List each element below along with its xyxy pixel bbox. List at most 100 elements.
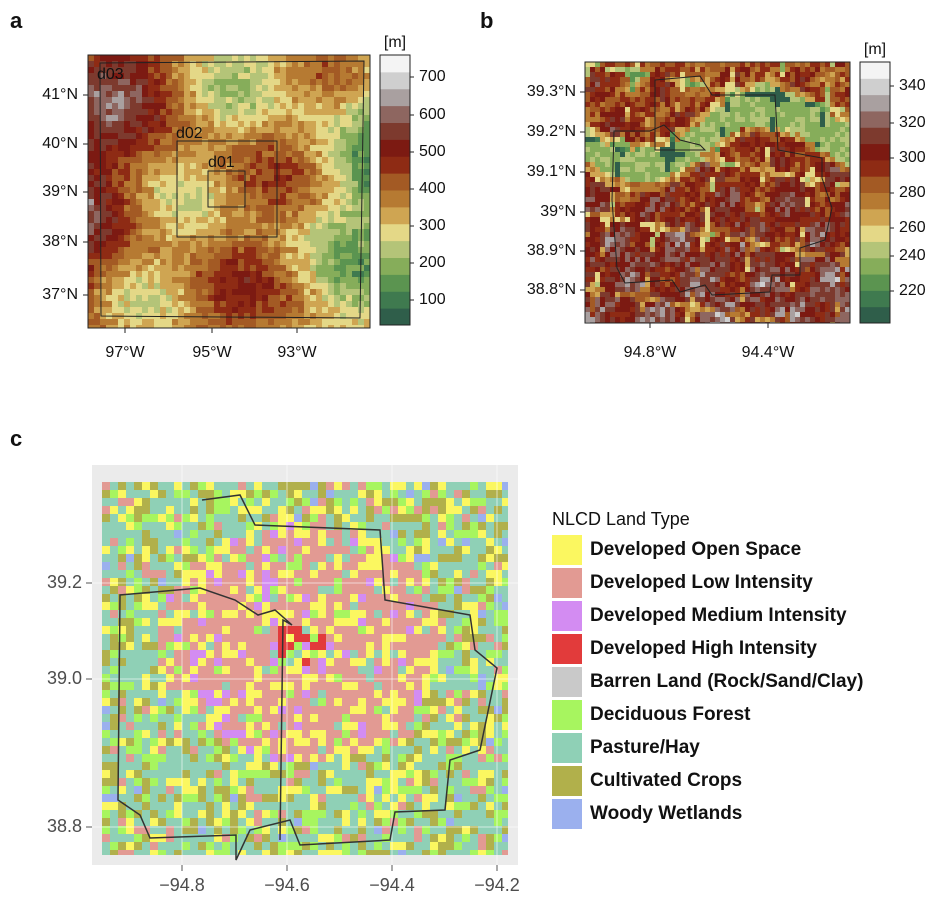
terrain-cell (745, 152, 750, 157)
terrain-cell (685, 127, 690, 132)
terrain-cell (585, 272, 590, 277)
terrain-cell (815, 122, 820, 127)
terrain-cell (112, 277, 118, 283)
terrain-cell (795, 207, 800, 212)
terrain-cell (680, 62, 685, 67)
terrain-cell (136, 247, 142, 253)
terrain-cell (745, 127, 750, 132)
terrain-cell (250, 241, 256, 247)
terrain-cell (780, 247, 785, 252)
terrain-cell (750, 212, 755, 217)
colorbar-step (380, 224, 410, 241)
terrain-cell (630, 212, 635, 217)
terrain-cell (710, 77, 715, 82)
terrain-cell (346, 133, 352, 139)
terrain-cell (660, 102, 665, 107)
terrain-cell (725, 307, 730, 312)
terrain-cell (670, 77, 675, 82)
terrain-cell (274, 133, 280, 139)
terrain-cell (765, 202, 770, 207)
terrain-cell (202, 301, 208, 307)
terrain-cell (184, 223, 190, 229)
terrain-cell (340, 175, 346, 181)
terrain-cell (720, 302, 725, 307)
terrain-cell (585, 247, 590, 252)
terrain-cell (685, 212, 690, 217)
terrain-cell (124, 163, 130, 169)
terrain-cell (124, 169, 130, 175)
terrain-cell (184, 67, 190, 73)
terrain-cell (256, 307, 262, 313)
terrain-cell (780, 262, 785, 267)
terrain-cell (620, 142, 625, 147)
terrain-cell (835, 297, 840, 302)
terrain-cell (655, 142, 660, 147)
terrain-cell (815, 197, 820, 202)
terrain-cell (640, 197, 645, 202)
terrain-cell (310, 163, 316, 169)
terrain-cell (226, 115, 232, 121)
terrain-cell (256, 229, 262, 235)
terrain-cell (630, 197, 635, 202)
terrain-cell (274, 115, 280, 121)
terrain-cell (124, 277, 130, 283)
terrain-cell (680, 172, 685, 177)
terrain-cell (286, 193, 292, 199)
terrain-cell (720, 167, 725, 172)
terrain-cell (740, 152, 745, 157)
terrain-cell (358, 175, 364, 181)
terrain-cell (845, 152, 850, 157)
terrain-cell (730, 277, 735, 282)
terrain-cell (250, 175, 256, 181)
terrain-cell (226, 307, 232, 313)
terrain-cell (705, 297, 710, 302)
terrain-cell (680, 282, 685, 287)
terrain-cell (790, 107, 795, 112)
terrain-cell (665, 82, 670, 87)
terrain-cell (730, 217, 735, 222)
terrain-cell (760, 242, 765, 247)
terrain-cell (815, 257, 820, 262)
terrain-cell (286, 85, 292, 91)
terrain-cell (268, 163, 274, 169)
terrain-cell (292, 307, 298, 313)
terrain-cell (820, 122, 825, 127)
terrain-cell (238, 259, 244, 265)
terrain-cell (214, 211, 220, 217)
terrain-cell (262, 259, 268, 265)
terrain-cell (214, 283, 220, 289)
terrain-cell (790, 257, 795, 262)
terrain-cell (334, 205, 340, 211)
terrain-cell (725, 107, 730, 112)
terrain-cell (316, 55, 322, 61)
terrain-cell (232, 235, 238, 241)
terrain-cell (172, 97, 178, 103)
terrain-cell (136, 181, 142, 187)
terrain-cell (358, 205, 364, 211)
terrain-cell (172, 55, 178, 61)
terrain-cell (825, 117, 830, 122)
terrain-cell (705, 252, 710, 257)
terrain-cell (316, 307, 322, 313)
terrain-cell (815, 147, 820, 152)
terrain-cell (292, 85, 298, 91)
terrain-cell (136, 121, 142, 127)
terrain-cell (280, 277, 286, 283)
terrain-cell (690, 317, 695, 322)
terrain-cell (352, 169, 358, 175)
terrain-cell (190, 241, 196, 247)
terrain-cell (600, 217, 605, 222)
terrain-cell (655, 287, 660, 292)
terrain-cell (670, 182, 675, 187)
terrain-cell (142, 115, 148, 121)
terrain-cell (695, 162, 700, 167)
terrain-cell (600, 127, 605, 132)
terrain-cell (268, 91, 274, 97)
terrain-cell (805, 62, 810, 67)
terrain-cell (585, 97, 590, 102)
terrain-cell (650, 282, 655, 287)
terrain-cell (730, 62, 735, 67)
terrain-cell (585, 242, 590, 247)
terrain-cell (286, 133, 292, 139)
terrain-cell (595, 257, 600, 262)
